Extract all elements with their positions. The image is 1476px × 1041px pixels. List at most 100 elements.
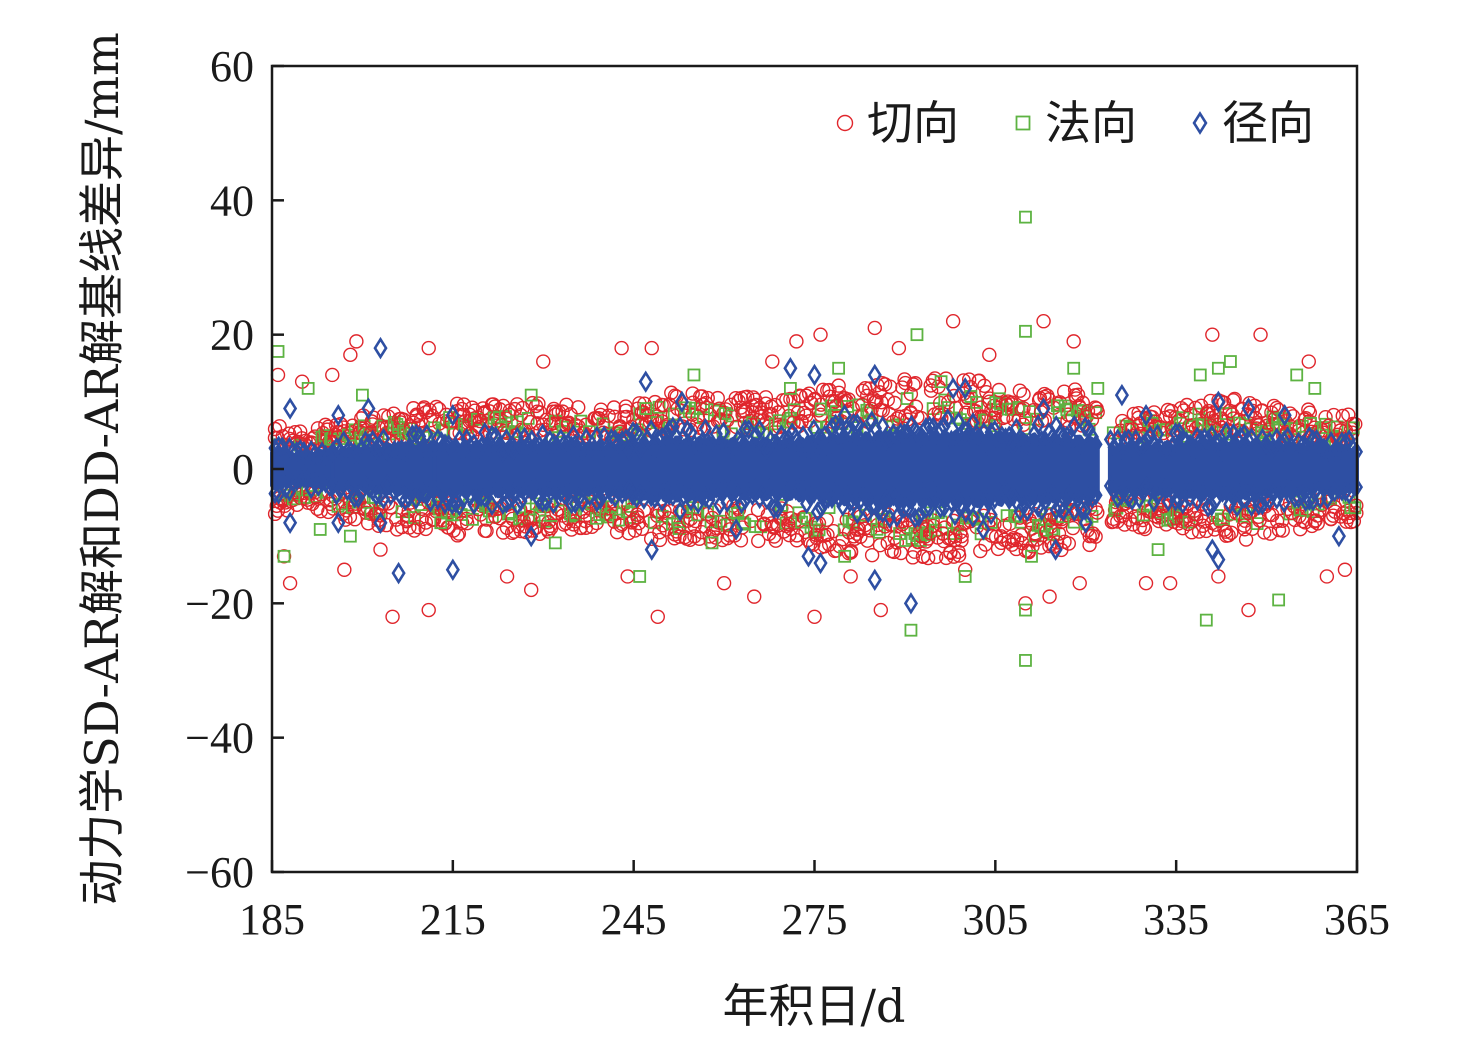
- radial-point: [434, 430, 449, 453]
- radial-point: [387, 480, 402, 503]
- tangential-point: [1224, 525, 1239, 540]
- tangential-point: [1051, 526, 1067, 541]
- radial-point: [492, 476, 506, 498]
- radial-point: [767, 498, 781, 520]
- tangential-point: [542, 518, 558, 534]
- radial-point: [716, 478, 731, 500]
- normal-point: [343, 529, 357, 543]
- radial-point: [1024, 485, 1038, 507]
- tangential-point: [1221, 528, 1236, 543]
- tangential-point: [958, 405, 974, 420]
- radial-point: [1085, 487, 1100, 509]
- normal-point: [1224, 355, 1237, 368]
- normal-point: [508, 425, 522, 439]
- legend-item: 切向: [836, 96, 959, 150]
- radial-point: [499, 492, 514, 514]
- x-tick-label: 305: [962, 895, 1028, 944]
- radial-point: [800, 436, 814, 458]
- radial-point: [1291, 487, 1306, 509]
- radial-point: [1114, 383, 1129, 407]
- radial-point: [331, 404, 346, 427]
- radial-point: [557, 483, 571, 506]
- tangential-point: [385, 609, 400, 624]
- normal-point: [1199, 613, 1213, 627]
- normal-point: [1151, 543, 1165, 556]
- radial-point: [984, 504, 998, 526]
- tangential-point: [862, 523, 878, 538]
- normal-point: [938, 393, 952, 407]
- tangential-point: [406, 401, 421, 416]
- radial-point: [409, 423, 423, 445]
- radial-point: [463, 435, 477, 457]
- normal-point: [633, 570, 647, 583]
- normal-point: [812, 523, 826, 537]
- tangential-point: [982, 347, 997, 363]
- tangential-point: [1218, 524, 1234, 539]
- radial-point: [416, 437, 430, 459]
- tangential-point: [1049, 535, 1065, 550]
- tangential-point: [531, 396, 546, 411]
- radial-point: [867, 363, 882, 387]
- radial-point: [1071, 436, 1085, 458]
- tangential-point: [906, 377, 921, 392]
- tangential-point: [1090, 404, 1105, 420]
- normal-point: [639, 402, 653, 415]
- radial-point: [1114, 484, 1128, 506]
- tangential-point: [421, 602, 436, 618]
- radial-point: [919, 497, 933, 519]
- radial-point: [1215, 440, 1230, 462]
- radial-point: [644, 538, 659, 561]
- normal-point: [705, 536, 719, 550]
- tangential-point: [860, 533, 875, 548]
- legend-label: 径向: [1222, 96, 1314, 150]
- radial-point: [922, 497, 937, 519]
- radial-point: [854, 489, 868, 511]
- legend-label: 切向: [867, 96, 959, 150]
- tangential-point: [1162, 575, 1178, 591]
- radial-point: [1331, 524, 1346, 548]
- tangential-point: [1227, 391, 1242, 407]
- tangential-point: [1179, 397, 1195, 413]
- tangential-point: [479, 523, 494, 539]
- radial-point: [731, 429, 745, 451]
- normal-point: [1067, 361, 1081, 375]
- radial-point: [1248, 436, 1262, 458]
- radial-point: [886, 485, 901, 507]
- radial-point: [604, 428, 619, 450]
- tangential-point: [765, 354, 780, 369]
- radial-point: [1215, 481, 1230, 503]
- normal-point: [1308, 381, 1322, 395]
- radial-point: [669, 478, 684, 500]
- radial-point: [729, 518, 744, 541]
- axis-ticks: 185 215 245 275 305 335 365 60 40 20 0 −20 −40 −60: [185, 42, 1390, 944]
- radial-point: [583, 438, 597, 460]
- radial-point: [857, 482, 872, 504]
- tangential-point: [951, 544, 966, 560]
- radial-point: [814, 428, 828, 450]
- tangential-point: [889, 535, 905, 550]
- y-tick-label: 60: [210, 42, 254, 91]
- x-tick-label: 245: [601, 895, 667, 944]
- radial-point: [698, 417, 713, 440]
- radial-point: [615, 429, 629, 451]
- radial-point: [843, 491, 857, 513]
- radial-point: [674, 390, 689, 414]
- radial-point: [807, 482, 821, 504]
- radial-point: [1277, 404, 1292, 427]
- radial-point: [329, 484, 344, 506]
- tangential-point: [1042, 589, 1057, 604]
- radial-point: [796, 477, 810, 500]
- radial-point: [1211, 548, 1226, 571]
- radial-point: [1139, 475, 1154, 497]
- tangential-point: [867, 320, 882, 336]
- radial-point: [904, 489, 919, 511]
- radial-point: [630, 422, 644, 444]
- normal-point: [652, 400, 666, 414]
- tangential-point: [652, 532, 668, 548]
- normal-point: [1063, 402, 1077, 416]
- normal-point: [466, 512, 479, 526]
- tangential-point: [450, 528, 465, 543]
- tangential-point: [656, 397, 671, 413]
- radial-point: [536, 423, 550, 445]
